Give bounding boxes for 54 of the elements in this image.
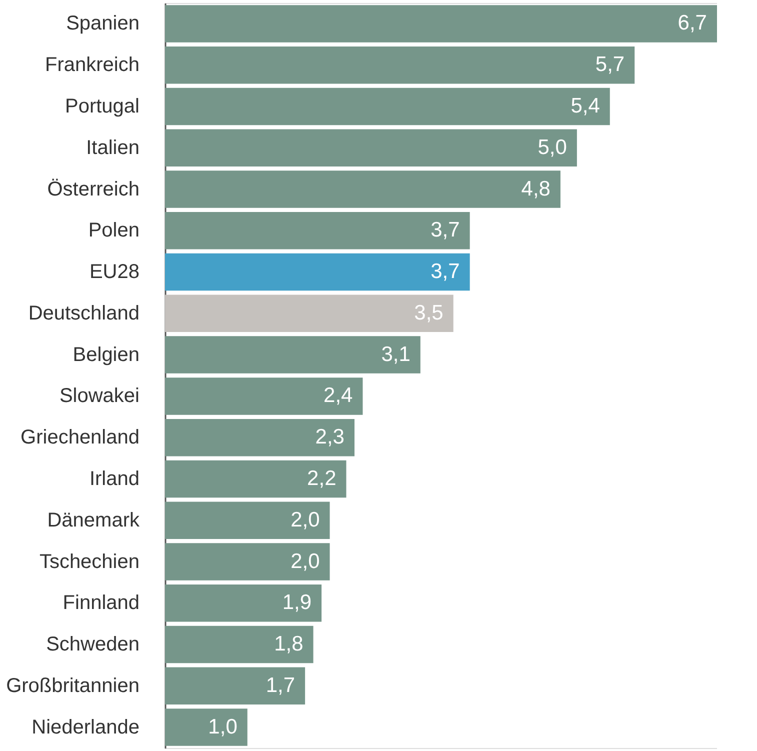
- bar: [165, 170, 560, 208]
- data-label: 5,0: [538, 136, 567, 159]
- bar: [165, 667, 306, 705]
- data-label: 6,7: [678, 12, 707, 35]
- bar: [165, 418, 354, 456]
- bar: [165, 129, 577, 166]
- bar: [165, 460, 346, 498]
- bar: [165, 626, 314, 664]
- y-tick-label: Dänemark: [47, 509, 140, 532]
- data-label: 1,8: [274, 632, 304, 656]
- bar: [165, 584, 322, 622]
- y-tick-label: Griechenland: [20, 426, 140, 449]
- bar: [165, 88, 610, 126]
- bar: [165, 708, 248, 746]
- y-tick-label: Belgien: [72, 344, 140, 366]
- y-tick-label: Slowakei: [59, 385, 140, 408]
- bar: [165, 46, 635, 84]
- data-label: 3,7: [430, 260, 460, 284]
- y-tick-label: Niederlande: [32, 716, 140, 738]
- y-tick-label: Finnland: [62, 592, 140, 614]
- data-label: 3,7: [430, 218, 460, 242]
- data-label: 2,2: [307, 466, 336, 490]
- y-tick-label: Spanien: [66, 12, 140, 35]
- data-label: 2,3: [315, 426, 344, 449]
- y-tick-label: Deutschland: [28, 302, 140, 324]
- data-label: 3,5: [414, 301, 444, 324]
- y-tick-label: Polen: [88, 220, 140, 242]
- data-label: 4,8: [521, 177, 550, 200]
- y-tick-label: Portugal: [65, 95, 140, 118]
- y-tick-label: Schweden: [46, 634, 140, 656]
- y-tick-label: Tschechien: [39, 550, 140, 573]
- data-label: 5,4: [570, 94, 600, 118]
- bar: [165, 5, 717, 42]
- data-label: 5,7: [595, 53, 625, 76]
- y-tick-label: EU28: [89, 261, 140, 284]
- data-label: 2,0: [290, 550, 320, 573]
- data-label: 1,0: [208, 715, 238, 738]
- data-label: 1,7: [266, 674, 296, 697]
- y-tick-label: Österreich: [47, 178, 140, 200]
- y-tick-label: Frankreich: [45, 54, 140, 76]
- data-label: 2,0: [290, 508, 320, 532]
- bar: [165, 294, 454, 332]
- y-tick-label: Irland: [89, 468, 140, 490]
- y-tick-label: Großbritannien: [6, 674, 140, 697]
- bar: [165, 212, 470, 250]
- data-label: 3,1: [381, 342, 410, 366]
- bar: [165, 543, 330, 580]
- data-label: 2,4: [324, 384, 354, 408]
- data-label: 1,9: [282, 591, 312, 614]
- y-tick-label: Italien: [86, 136, 140, 159]
- bar: [165, 253, 470, 291]
- bar: [165, 378, 363, 415]
- bar: [165, 336, 420, 374]
- bar: [165, 502, 330, 539]
